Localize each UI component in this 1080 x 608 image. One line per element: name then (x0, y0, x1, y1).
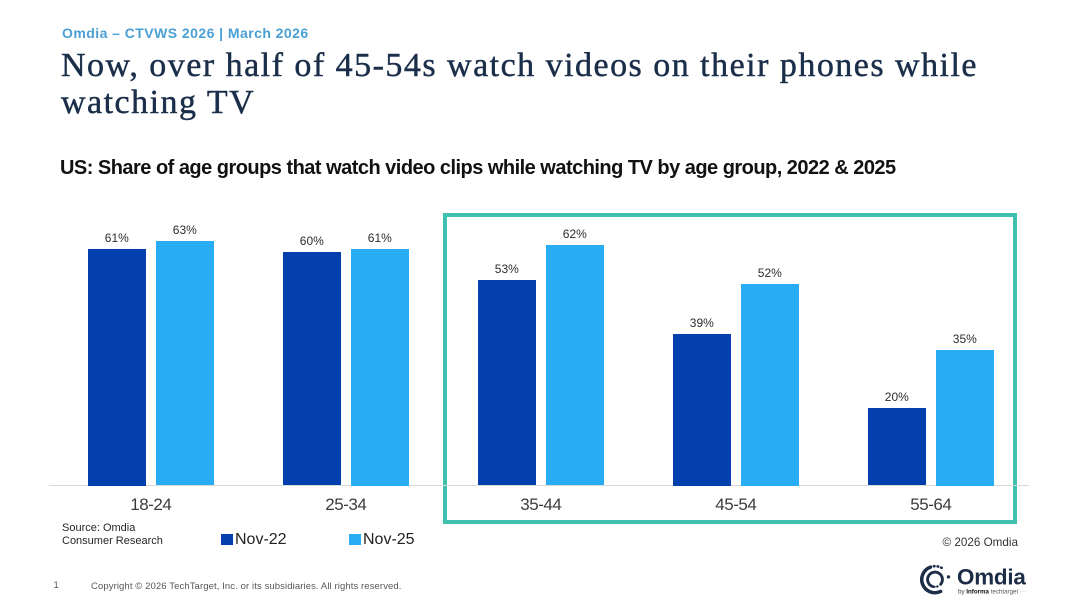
svg-text:by Informa techtarget ···: by Informa techtarget ··· (958, 588, 1026, 595)
svg-text:Omdia: Omdia (957, 564, 1026, 589)
